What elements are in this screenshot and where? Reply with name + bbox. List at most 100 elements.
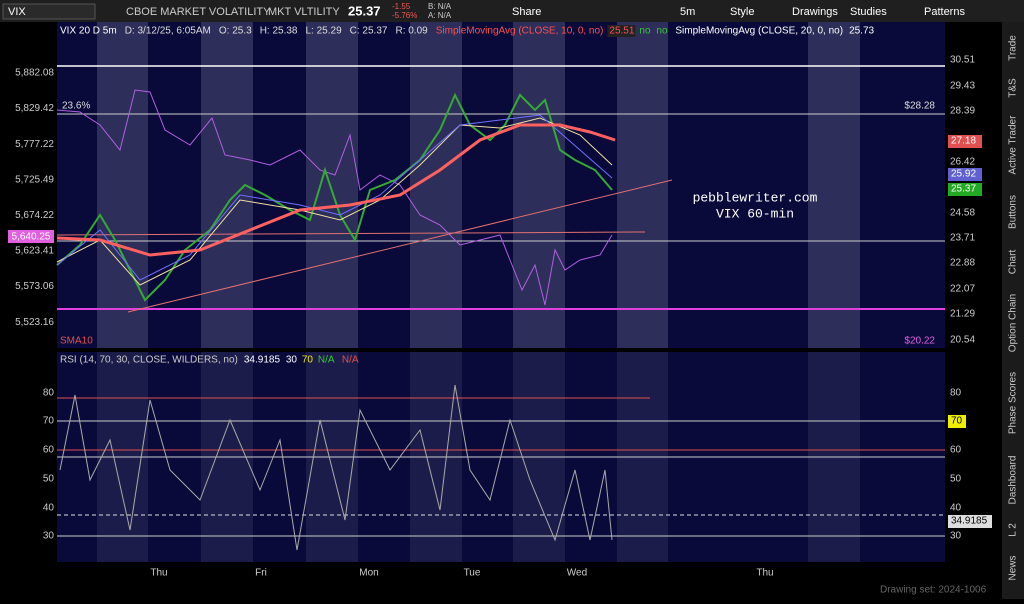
ask: A: N/A: [428, 11, 452, 20]
toolbar-button[interactable]: Share: [512, 6, 541, 18]
right-axis-label: 28.39: [950, 106, 975, 117]
side-tab[interactable]: Trade: [1008, 35, 1019, 61]
rsi-level: 30: [286, 355, 298, 366]
session-band: [513, 22, 565, 348]
rsi-left-label: 50: [43, 474, 55, 485]
sma-line: [56, 114, 613, 281]
sma-label: SimpleMovingAvg (CLOSE, 10, 0, no): [436, 26, 604, 37]
sma-line: [56, 117, 613, 286]
rsi-right-label: 60: [950, 445, 962, 456]
price-header: L: 25.29: [306, 26, 343, 37]
last-price: 25.37: [348, 3, 381, 18]
right-axis-label: 22.88: [950, 258, 975, 269]
right-axis-label: 29.43: [950, 81, 975, 92]
rsi-level: 70: [302, 355, 314, 366]
left-axis-label: 5,573.06: [15, 281, 54, 292]
toolbar-button[interactable]: 5m: [680, 6, 695, 18]
rsi-left-label: 70: [43, 416, 55, 427]
rsi-flag: N/A: [342, 355, 359, 366]
annotation: pebblewriter.com: [693, 190, 818, 205]
left-axis-label: 5,674.22: [15, 210, 54, 221]
annotation: $20.22: [904, 336, 935, 347]
side-tab[interactable]: Chart: [1008, 250, 1019, 275]
x-axis-label: Mon: [359, 568, 378, 579]
price-marker: [8, 230, 54, 243]
left-axis-label: 5,623.41: [15, 246, 54, 257]
session-band: [97, 22, 148, 348]
toolbar-button[interactable]: Patterns: [924, 6, 965, 18]
toolbar-button[interactable]: Drawings: [792, 6, 838, 18]
side-tab[interactable]: L 2: [1008, 523, 1019, 537]
right-axis-label: 30.51: [950, 55, 975, 66]
price-header: R: 0.09: [395, 26, 428, 37]
sma-value: 25.51: [609, 26, 634, 37]
side-tab[interactable]: Option Chain: [1008, 294, 1019, 352]
trend-line: [127, 179, 673, 313]
footer: Drawing set: 2024-1006: [880, 585, 987, 596]
spx-line: [56, 89, 613, 306]
side-tab[interactable]: Active Trader: [1008, 115, 1019, 175]
rsi-right-label: 50: [950, 474, 962, 485]
rsi-flag: N/A: [318, 355, 335, 366]
annotation: SMA10: [60, 336, 93, 347]
rsi-curve: [59, 384, 613, 551]
x-axis-label: Thu: [756, 568, 773, 579]
session-band: [808, 22, 860, 348]
annotation: $28.28: [904, 101, 935, 112]
rsi-left-label: 30: [43, 531, 55, 542]
right-axis-label: 26.42: [950, 157, 975, 168]
change: -1.55: [392, 2, 411, 11]
rsi-left-label: 80: [43, 388, 55, 399]
rsi-left-label: 40: [43, 503, 55, 514]
left-axis-label: 5,882.08: [15, 68, 54, 79]
left-axis-label: 5,829.42: [15, 103, 54, 114]
sma-label: SimpleMovingAvg (CLOSE, 20, 0, no): [675, 26, 843, 37]
sma-flag: no: [656, 26, 668, 37]
toolbar-button[interactable]: Style: [730, 6, 754, 18]
right-axis-label: 24.58: [950, 208, 975, 219]
badge: [607, 25, 636, 37]
x-axis-label: Tue: [464, 568, 481, 579]
description: CBOE MARKET VOLATILITY: [126, 6, 271, 18]
session-band: [306, 22, 358, 348]
sma-line: [56, 123, 616, 257]
x-axis-label: Fri: [255, 568, 267, 579]
left-axis-label: 5,725.49: [15, 174, 54, 185]
price-header: C: 25.37: [350, 26, 388, 37]
right-axis-label: 21.29: [950, 309, 975, 320]
bid: B: N/A: [428, 2, 452, 11]
rsi-badge-label: 70: [951, 416, 963, 427]
price-badge-label: 25.92: [951, 169, 976, 180]
rsi-right-label: 30: [950, 531, 962, 542]
right-axis-label: 22.07: [950, 284, 975, 295]
side-tab[interactable]: Phase Scores: [1008, 372, 1019, 434]
price-badge: [948, 135, 982, 148]
price-header: VIX 20 D 5m: [60, 26, 117, 37]
price-badge-label: 27.18: [951, 136, 976, 147]
annotation: 23.6%: [62, 101, 90, 112]
x-axis-label: Thu: [150, 568, 167, 579]
toolbar-button[interactable]: Studies: [850, 6, 887, 18]
side-tab[interactable]: T&S: [1008, 78, 1019, 98]
price-header: D: 3/12/25, 6:05AM: [125, 26, 211, 37]
x-axis-label: Wed: [567, 568, 587, 579]
left-axis-label: 5,777.22: [15, 139, 54, 150]
sma-flag: no: [639, 26, 651, 37]
exchange: MKT VLTILITY: [268, 6, 340, 18]
symbol-box[interactable]: [2, 3, 96, 20]
rsi-header: RSI (14, 70, 30, CLOSE, WILDERS, no): [60, 355, 238, 366]
rsi-right-label: 80: [950, 388, 962, 399]
rsi-value: 34.9185: [244, 355, 281, 366]
price-header: O: 25.3: [219, 26, 252, 37]
side-tab[interactable]: Buttons: [1008, 195, 1019, 229]
price-marker-label: 5,640.25: [12, 232, 51, 243]
rsi-right-label: 40: [950, 503, 962, 514]
annotation: VIX 60-min: [716, 206, 794, 221]
rsi-badge: [948, 515, 992, 528]
right-axis-label: 20.54: [950, 335, 975, 346]
side-tab[interactable]: Dashboard: [1008, 456, 1019, 505]
side-tab[interactable]: News: [1008, 555, 1019, 580]
symbol: VIX: [8, 6, 26, 18]
